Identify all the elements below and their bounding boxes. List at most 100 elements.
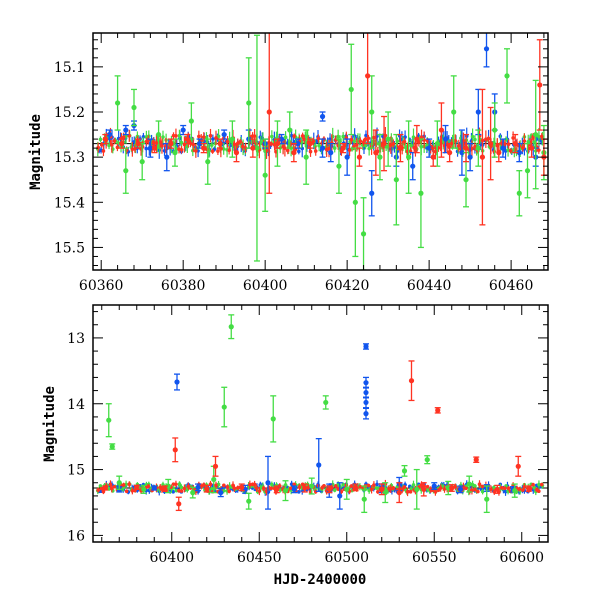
data-point	[426, 145, 432, 151]
baseline-point	[411, 135, 416, 139]
baseline-point	[522, 139, 527, 143]
baseline-point	[252, 482, 257, 487]
data-point	[287, 127, 293, 133]
baseline-point	[289, 482, 294, 486]
data-point	[526, 486, 532, 492]
baseline-point	[278, 488, 283, 492]
data-point	[516, 190, 522, 196]
data-point	[352, 199, 358, 205]
baseline-point	[292, 482, 297, 487]
baseline-point	[297, 149, 301, 154]
data-point	[131, 104, 137, 111]
data-point	[176, 501, 182, 507]
data-point	[463, 177, 469, 183]
data-point	[382, 490, 388, 496]
baseline-point	[464, 486, 468, 491]
data-point	[449, 485, 455, 491]
data-point	[369, 190, 375, 196]
baseline-point	[473, 137, 477, 142]
baseline-point	[349, 484, 354, 488]
data-point	[309, 483, 315, 489]
data-point	[410, 163, 416, 169]
baseline-point	[316, 136, 321, 141]
x-tick-label: 60400	[149, 550, 194, 566]
baseline-point	[151, 140, 156, 144]
baseline-point	[506, 142, 511, 147]
data-point	[515, 463, 521, 469]
data-point	[504, 73, 510, 79]
data-point	[190, 490, 196, 496]
baseline-point	[537, 489, 541, 493]
baseline-point	[174, 482, 178, 487]
data-point	[533, 131, 539, 138]
data-point	[184, 136, 190, 142]
baseline-point	[96, 145, 101, 150]
baseline-point	[506, 486, 511, 491]
baseline-point	[308, 149, 313, 154]
data-point	[363, 343, 369, 350]
data-point	[457, 486, 464, 492]
data-point	[221, 131, 227, 138]
baseline-point	[375, 482, 379, 487]
baseline-point	[179, 147, 184, 152]
baseline-point	[349, 137, 354, 142]
baseline-point	[210, 486, 214, 491]
baseline-point	[174, 134, 178, 138]
data-point	[195, 484, 201, 490]
baseline-point	[227, 489, 231, 494]
baseline-point	[531, 482, 535, 487]
baseline-point	[532, 140, 536, 144]
data-point	[106, 417, 112, 423]
baseline-point	[391, 141, 396, 146]
baseline-point	[292, 134, 297, 138]
data-point	[385, 136, 391, 142]
data-point	[529, 145, 535, 151]
data-point	[291, 150, 297, 156]
data-point	[319, 113, 326, 120]
baseline-point	[109, 486, 114, 491]
y-tick-label: 15.5	[54, 240, 85, 256]
data-point	[475, 145, 481, 151]
data-point	[291, 486, 297, 492]
baseline-point	[522, 484, 527, 489]
baseline-point	[232, 486, 237, 491]
data-point	[494, 486, 500, 492]
baseline-point	[227, 148, 231, 153]
data-point	[282, 488, 289, 494]
baseline-point	[409, 143, 413, 148]
baseline-point	[520, 488, 525, 492]
baseline-point	[457, 143, 461, 148]
baseline-point	[369, 487, 374, 492]
data-point	[123, 127, 129, 133]
x-tick-label: 60420	[325, 278, 370, 294]
baseline-point	[408, 489, 413, 494]
data-point	[233, 150, 240, 156]
data-point	[340, 145, 346, 151]
data-point	[414, 136, 420, 142]
data-point	[447, 150, 453, 156]
baseline-point	[257, 489, 262, 493]
data-point	[211, 476, 217, 483]
data-point	[303, 154, 309, 160]
data-point	[484, 496, 490, 502]
plot-area	[93, 314, 548, 514]
data-point	[123, 168, 129, 174]
y-tick-label: 15.1	[54, 60, 85, 76]
baseline-point	[214, 483, 218, 488]
baseline-point	[216, 149, 220, 153]
data-point	[379, 486, 385, 492]
baseline-point	[313, 149, 318, 153]
x-tick-label: 60400	[243, 278, 288, 294]
data-point	[328, 150, 334, 156]
data-point	[172, 150, 178, 156]
data-point	[229, 136, 235, 142]
data-point	[421, 486, 427, 492]
data-point	[188, 118, 194, 124]
data-point	[365, 73, 371, 79]
data-point	[430, 154, 436, 160]
data-point	[174, 379, 180, 385]
baseline-point	[341, 482, 345, 487]
baseline-point	[372, 135, 376, 140]
baseline-point	[269, 142, 274, 146]
x-tick-label: 60500	[324, 550, 369, 566]
